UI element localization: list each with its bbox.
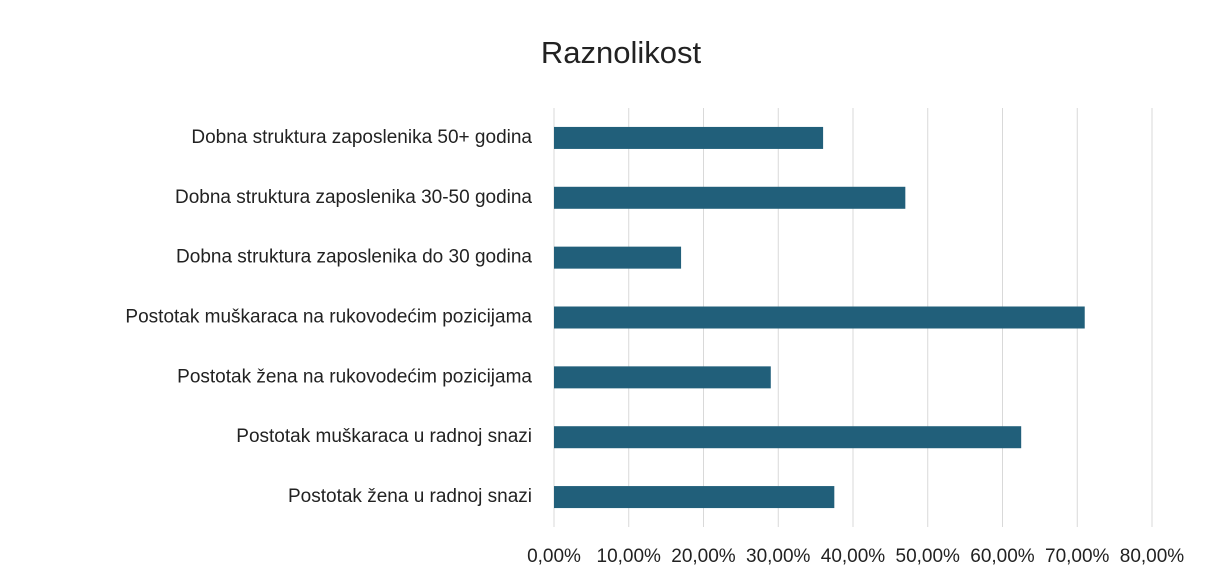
bar (554, 486, 835, 509)
y-tick-label: Dobna struktura zaposlenika 30-50 godina (175, 187, 532, 208)
y-tick-label: Postotak žena na rukovodećim pozicijama (177, 366, 532, 387)
x-tick-label: 70,00% (1045, 546, 1110, 567)
x-tick-label: 80,00% (1120, 546, 1185, 567)
x-tick-label: 40,00% (821, 546, 886, 567)
x-tick-label: 50,00% (896, 546, 961, 567)
y-tick-label: Postotak žena u radnoj snazi (288, 486, 532, 507)
bar (554, 306, 1085, 329)
y-tick-label: Postotak muškaraca u radnoj snazi (236, 426, 532, 447)
y-tick-label: Dobna struktura zaposlenika do 30 godina (176, 247, 532, 268)
bar (554, 186, 906, 209)
x-tick-label: 0,00% (527, 546, 581, 567)
bar (554, 246, 682, 269)
x-tick-label: 60,00% (970, 546, 1035, 567)
y-tick-label: Postotak muškaraca na rukovodećim pozici… (125, 307, 532, 328)
x-tick-label: 20,00% (671, 546, 736, 567)
bar (554, 366, 771, 389)
bar (554, 126, 824, 149)
x-tick-label: 30,00% (746, 546, 811, 567)
y-tick-label: Dobna struktura zaposlenika 50+ godina (191, 127, 532, 148)
bar (554, 426, 1022, 449)
chart-title: Raznolikost (541, 35, 702, 70)
x-tick-label: 10,00% (597, 546, 662, 567)
